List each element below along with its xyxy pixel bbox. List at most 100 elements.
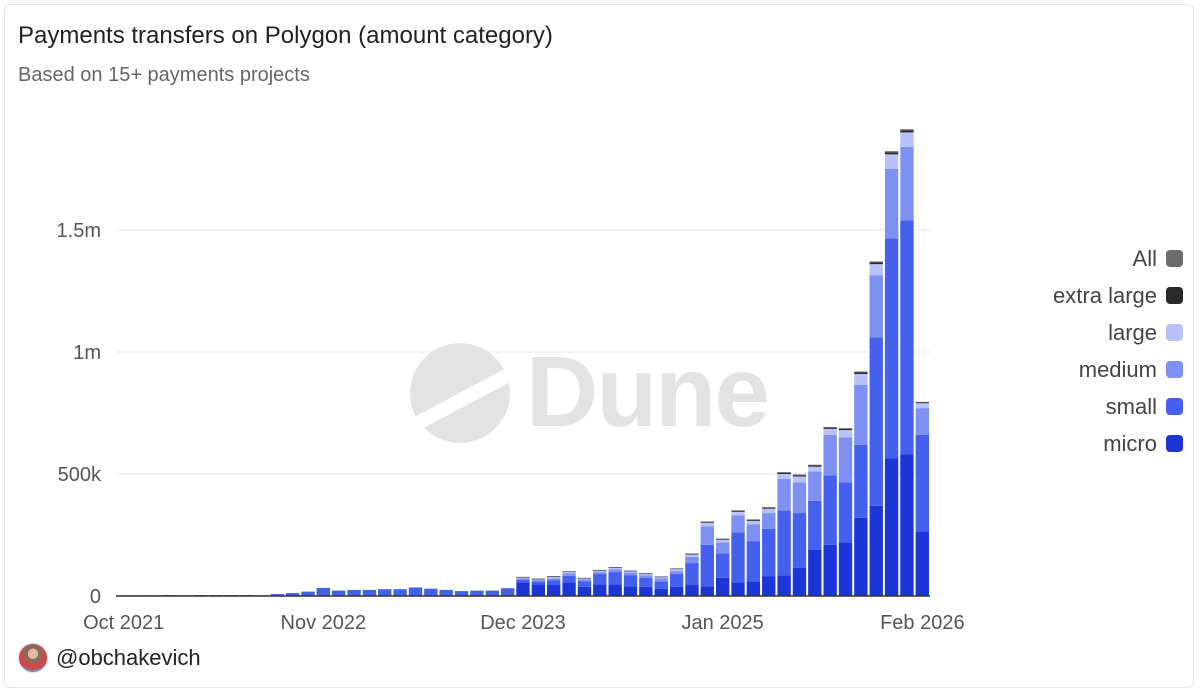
- legend-item[interactable]: medium: [963, 351, 1183, 388]
- bar-segment-medium: [792, 482, 807, 514]
- bar-segment-micro: [715, 577, 730, 596]
- bar-segment-micro: [823, 544, 837, 596]
- bar-segment-large: [884, 154, 899, 169]
- bar-segment-All: [623, 570, 638, 572]
- legend-swatch: [1166, 435, 1183, 452]
- bar-segment-All: [823, 426, 837, 428]
- bar-segment-small: [731, 532, 745, 583]
- bar-segment-extra-large: [808, 465, 822, 467]
- bar-segment-extra-large: [792, 475, 807, 477]
- legend-item[interactable]: micro: [963, 425, 1183, 462]
- bar-segment-micro: [762, 576, 776, 596]
- bar-segment-small: [547, 580, 561, 586]
- bar-segment-medium: [623, 572, 638, 576]
- bar-segment-small: [362, 589, 377, 596]
- bar-segment-micro: [838, 542, 853, 596]
- bar-segment-All: [746, 519, 761, 520]
- bar-segment-All: [777, 472, 791, 473]
- chart-title: Payments transfers on Polygon (amount ca…: [18, 22, 553, 49]
- bar-segment-large: [746, 520, 761, 525]
- bar-segment-micro: [531, 584, 546, 596]
- legend-label: extra large: [1053, 282, 1157, 308]
- bar-segment-micro: [700, 586, 714, 596]
- bar-segment-extra-large: [915, 402, 929, 404]
- x-tick-label: Oct 2021: [83, 612, 164, 634]
- bar-segment-micro: [854, 517, 868, 596]
- bar-segment-large: [623, 571, 638, 573]
- bar-segment-micro: [654, 588, 668, 596]
- bar-segment-extra-large: [715, 539, 730, 540]
- bar-segment-large: [823, 428, 837, 435]
- legend-swatch: [1166, 398, 1183, 415]
- bar-segment-large: [669, 569, 684, 572]
- bar-segment-All: [654, 576, 668, 577]
- bar-segment-large: [731, 511, 745, 516]
- bar-segment-All: [900, 129, 914, 131]
- bar-segment-micro: [792, 567, 807, 596]
- bar-segment-large: [762, 508, 776, 514]
- bar-segment-All: [531, 578, 546, 580]
- bar-segment-small: [654, 581, 668, 589]
- x-tick-label: Jan 2025: [682, 612, 764, 634]
- legend-swatch: [1166, 361, 1183, 378]
- bar-segment-large: [838, 430, 853, 438]
- bar-segment-large: [516, 577, 530, 579]
- bar-segment-All: [915, 401, 929, 403]
- bar-segment-All: [700, 521, 714, 523]
- avatar[interactable]: [18, 643, 48, 673]
- bar-segment-extra-large: [884, 152, 899, 155]
- bar-segment-All: [639, 573, 653, 574]
- bar-segment-extra-large: [838, 428, 853, 431]
- bar-segment-extra-large: [777, 472, 791, 474]
- bar-segment-All: [685, 553, 699, 555]
- bar-segment-large: [915, 403, 929, 409]
- legend-item[interactable]: extra large: [963, 277, 1183, 314]
- bar-segment-large: [654, 577, 668, 579]
- bar-segment-micro: [731, 582, 745, 596]
- bar-segment-micro: [669, 586, 684, 596]
- bar-segment-small: [316, 587, 331, 596]
- bar-segment-extra-large: [685, 553, 699, 555]
- legend-label: small: [1105, 393, 1157, 419]
- bar-segment-small: [516, 579, 530, 583]
- bar-segment-large: [608, 567, 622, 570]
- legend-item[interactable]: small: [963, 388, 1183, 425]
- bar-segment-extra-large: [700, 522, 714, 523]
- legend-item[interactable]: All: [963, 240, 1183, 277]
- chart-subtitle: Based on 15+ payments projects: [18, 64, 310, 86]
- bar-segment-micro: [869, 505, 883, 596]
- bar-segment-micro: [746, 581, 761, 596]
- author-handle[interactable]: @obchakevich: [56, 645, 201, 670]
- bar-segment-small: [777, 510, 791, 576]
- bar-segment-extra-large: [731, 510, 745, 512]
- y-tick-label: 1m: [73, 342, 101, 364]
- bar-segment-extra-large: [854, 372, 868, 374]
- bar-segment-medium: [777, 478, 791, 511]
- x-tick-label: Feb 2026: [880, 612, 965, 634]
- author-footer: @obchakevich: [18, 643, 201, 673]
- bar-segment-small: [301, 591, 315, 596]
- bar-segment-large: [639, 574, 653, 576]
- bar-segment-large: [577, 578, 592, 580]
- bar-segment-small: [900, 220, 914, 455]
- bar-segment-medium: [669, 571, 684, 575]
- bar-segment-All: [715, 538, 730, 540]
- bar-segment-extra-large: [900, 130, 914, 133]
- bar-segment-large: [777, 474, 791, 479]
- bar-segment-medium: [746, 524, 761, 542]
- bar-segment-micro: [516, 582, 530, 596]
- bar-segment-All: [577, 577, 592, 579]
- legend-label: micro: [1103, 430, 1157, 456]
- bar-segment-large: [900, 132, 914, 148]
- legend-item[interactable]: large: [963, 314, 1183, 351]
- bar-segment-medium: [654, 578, 668, 582]
- bar-segment-All: [731, 510, 745, 511]
- bar-segment-medium: [900, 147, 914, 221]
- legend-swatch: [1166, 324, 1183, 341]
- bar-segment-micro: [547, 585, 561, 596]
- bar-segment-All: [792, 474, 807, 476]
- bar-segment-medium: [869, 275, 883, 338]
- bar-segment-medium: [700, 526, 714, 545]
- legend-swatch: [1166, 250, 1183, 267]
- bar-segment-micro: [608, 584, 622, 596]
